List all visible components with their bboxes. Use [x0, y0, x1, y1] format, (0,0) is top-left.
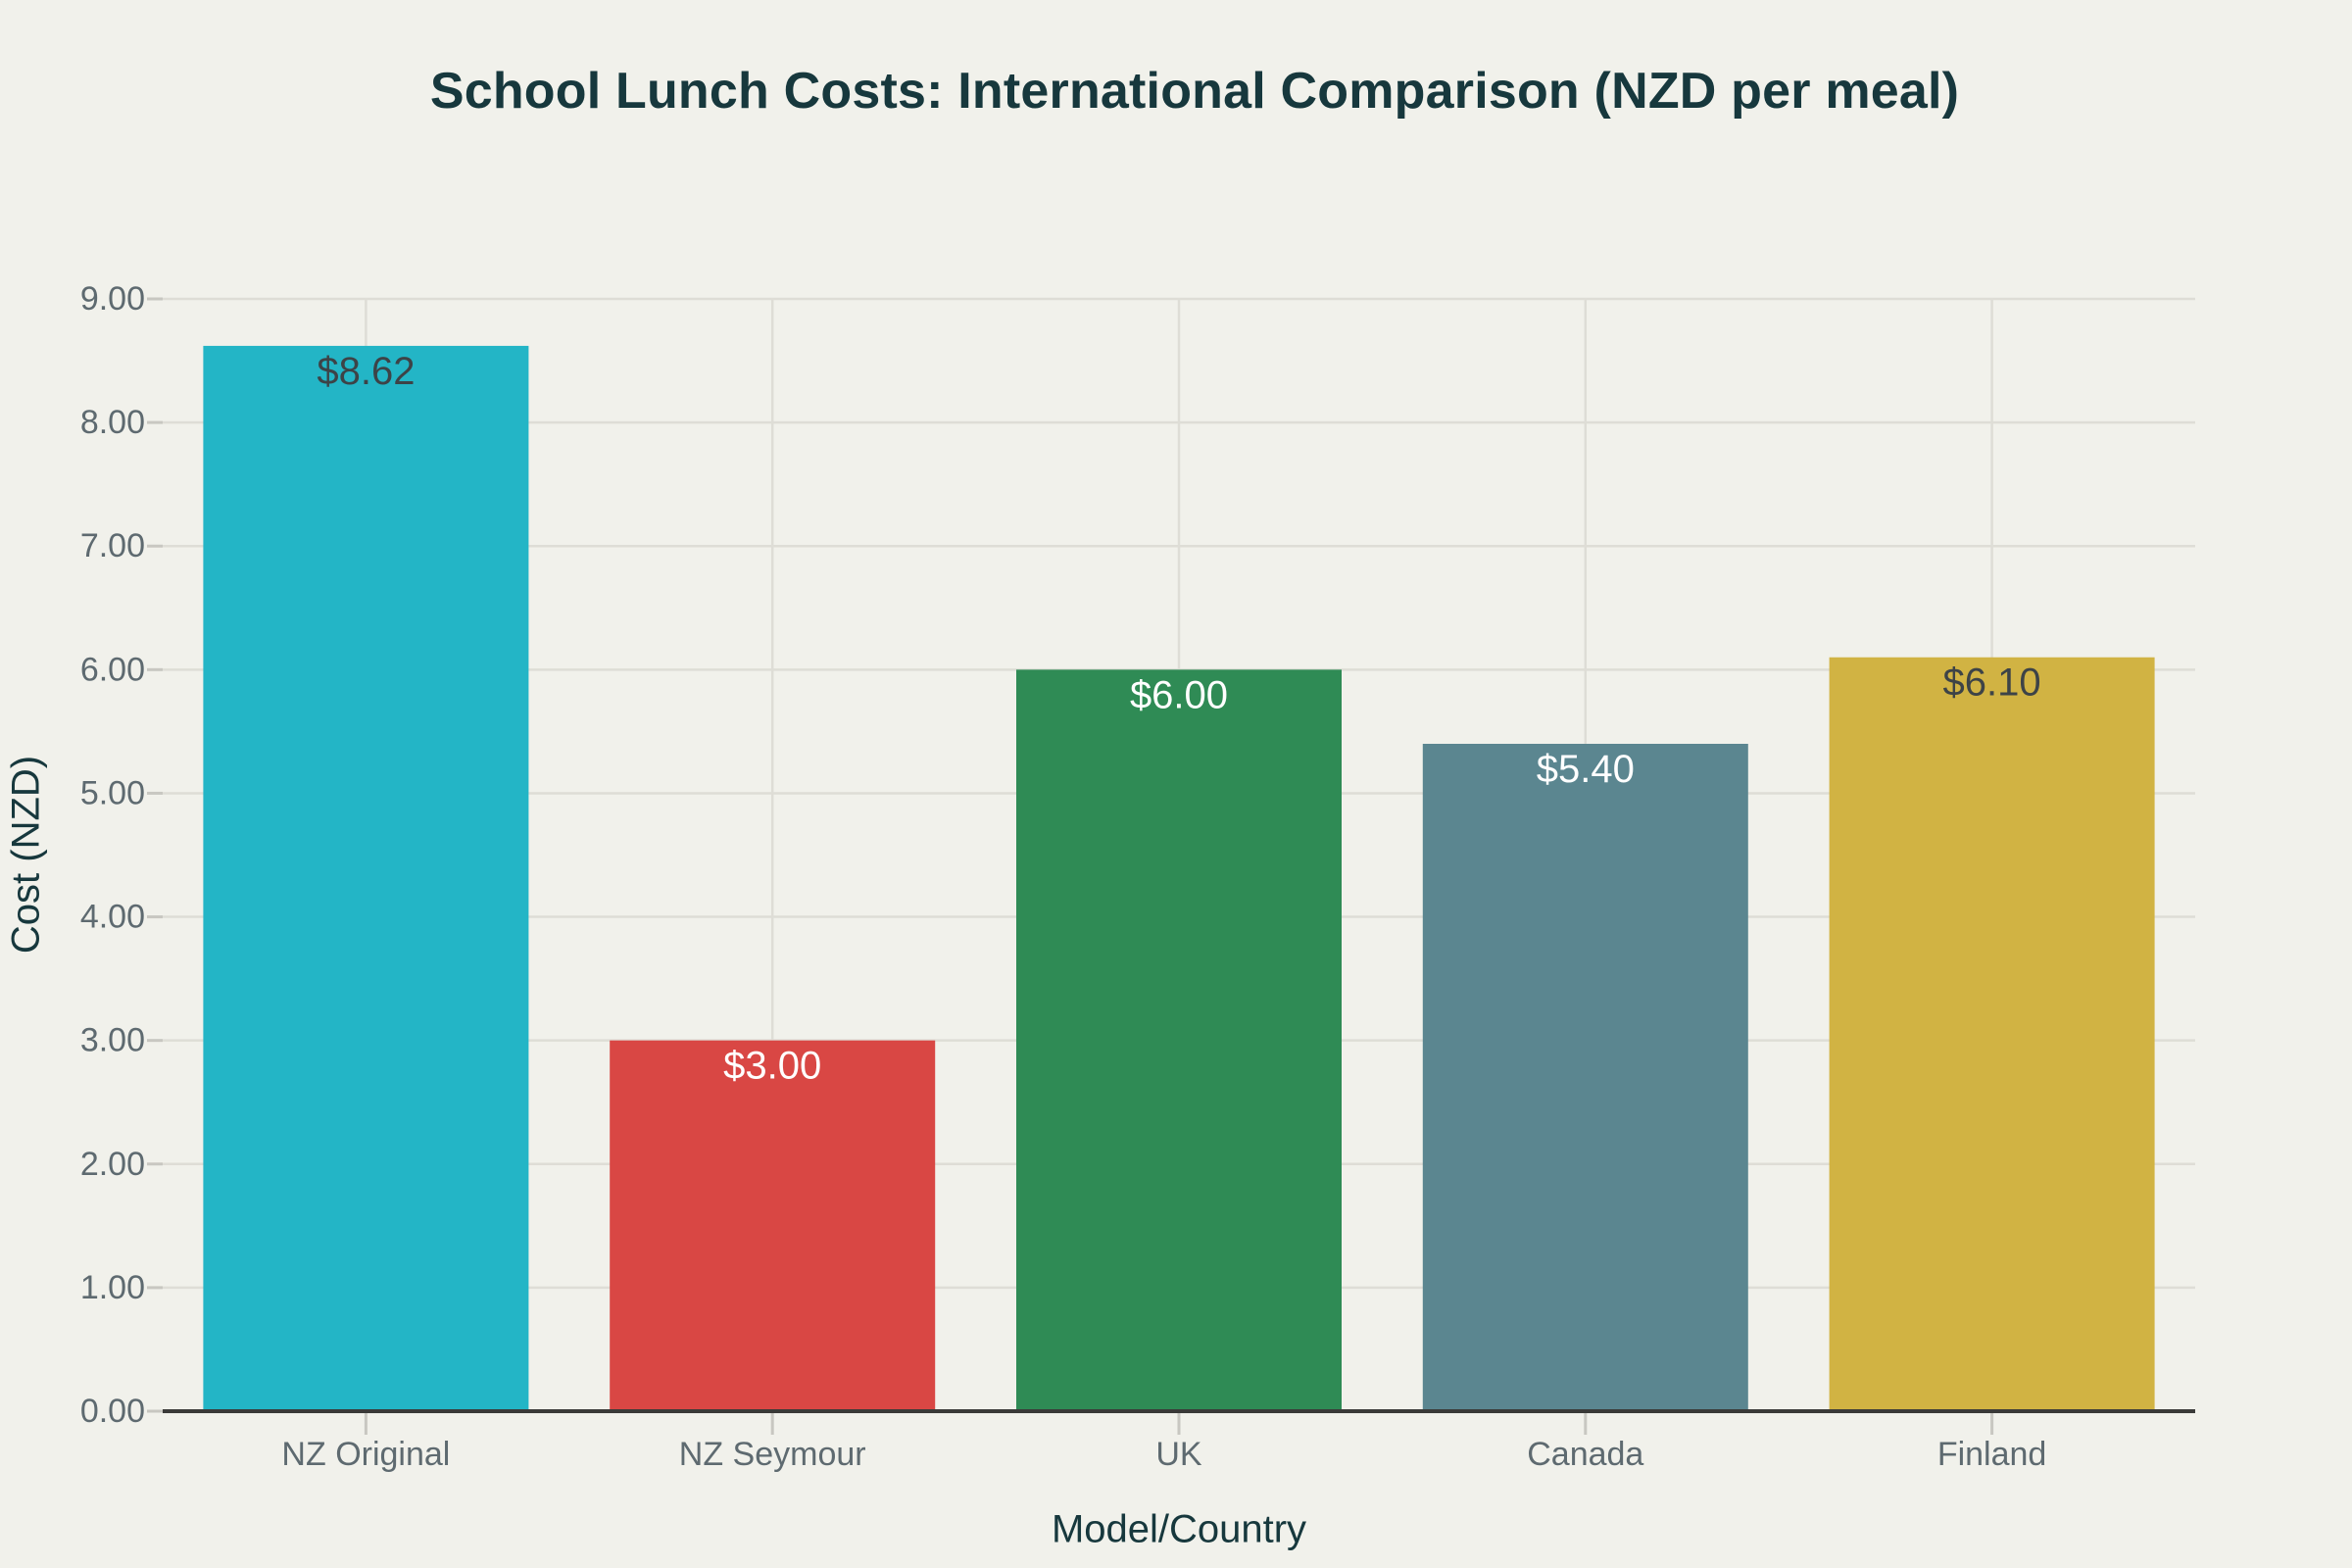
y-tick-label: 3.00	[80, 1022, 145, 1059]
bar-canada	[1422, 744, 1748, 1411]
x-tick-label: Canada	[1527, 1436, 1643, 1473]
y-tick-label: 7.00	[80, 527, 145, 564]
x-tick-label: NZ Seymour	[679, 1436, 866, 1473]
y-tick-label: 5.00	[80, 774, 145, 811]
y-tick-label: 6.00	[80, 651, 145, 688]
y-tick-label: 0.00	[80, 1393, 145, 1430]
y-tick-label: 1.00	[80, 1269, 145, 1306]
x-axis-title: Model/Country	[1051, 1507, 1307, 1551]
y-tick-label: 8.00	[80, 404, 145, 441]
y-tick-label: 9.00	[80, 280, 145, 318]
bar-value-label-nz-original: $8.62	[317, 350, 415, 393]
chart-title: School Lunch Costs: International Compar…	[429, 63, 1960, 120]
x-tick-label: Finland	[1937, 1436, 2047, 1473]
y-tick-label: 4.00	[80, 899, 145, 936]
y-tick-label: 2.00	[80, 1146, 145, 1183]
bar-value-label-uk: $6.00	[1130, 673, 1228, 716]
bar-uk	[1016, 669, 1342, 1411]
bar-value-label-finland: $6.10	[1943, 662, 2041, 705]
bar-finland	[1829, 657, 2155, 1411]
bar-nz-seymour	[610, 1040, 936, 1411]
bar-value-label-nz-seymour: $3.00	[723, 1045, 821, 1088]
bar-nz-original	[203, 345, 529, 1411]
x-tick-label: UK	[1155, 1436, 1202, 1473]
bar-value-label-canada: $5.40	[1537, 748, 1635, 791]
x-tick-label: NZ Original	[281, 1436, 450, 1473]
